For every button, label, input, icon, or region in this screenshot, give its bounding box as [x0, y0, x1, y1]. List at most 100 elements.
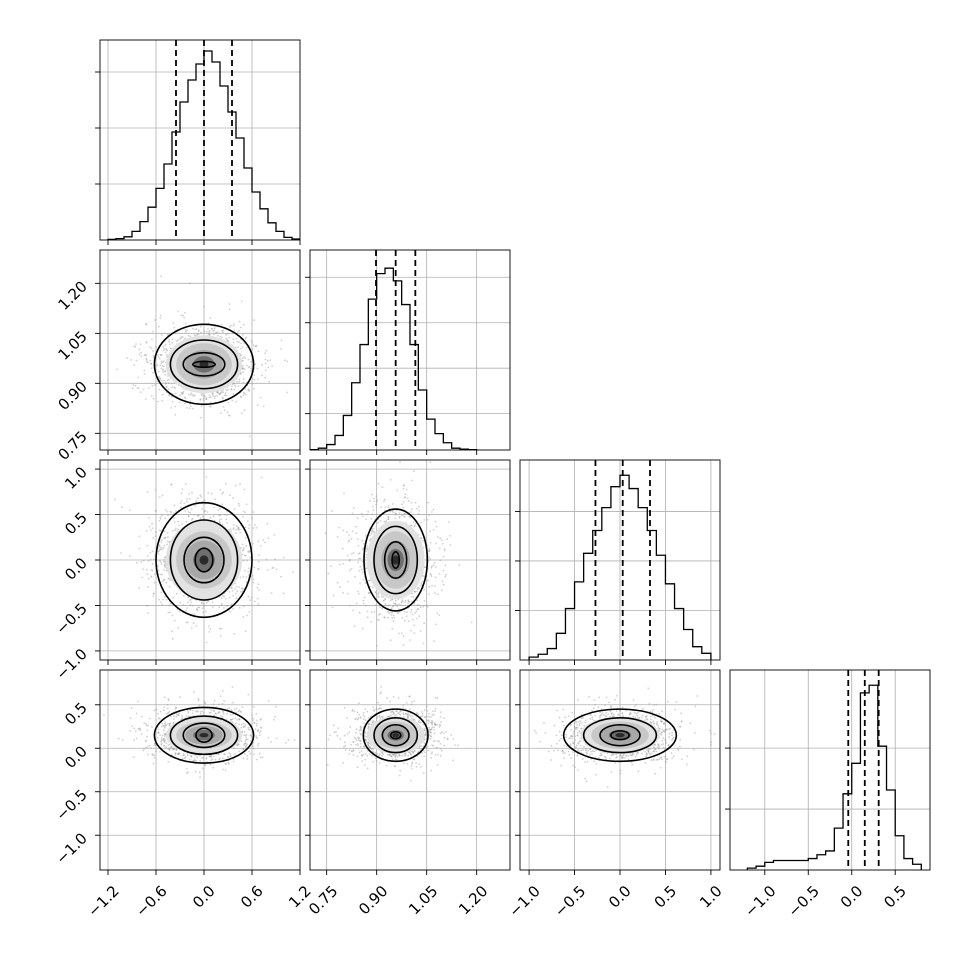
- sample-point: [238, 719, 241, 721]
- sample-point: [227, 761, 230, 764]
- sample-point: [179, 394, 181, 397]
- sample-point: [432, 508, 435, 511]
- sample-point: [426, 605, 429, 608]
- sample-point: [153, 754, 156, 757]
- sample-point: [245, 580, 248, 583]
- sample-point: [201, 756, 204, 759]
- sample-point: [407, 500, 410, 502]
- sample-point: [265, 558, 268, 561]
- sample-point: [264, 362, 267, 365]
- sample-point: [197, 606, 200, 609]
- sample-point: [237, 502, 240, 505]
- sample-point: [213, 327, 216, 330]
- sample-point: [154, 535, 157, 537]
- sample-point: [147, 585, 150, 588]
- sample-point: [418, 615, 421, 618]
- sample-point: [160, 360, 163, 363]
- sample-point: [188, 407, 191, 410]
- sample-point: [196, 710, 198, 712]
- density-fill: [199, 733, 209, 738]
- sample-point: [213, 506, 216, 509]
- sample-point: [270, 592, 273, 594]
- sample-point: [387, 515, 389, 518]
- sample-point: [201, 508, 204, 510]
- sample-point: [170, 511, 172, 514]
- sample-point: [184, 397, 187, 399]
- sample-point: [146, 360, 148, 363]
- sample-point: [357, 590, 359, 593]
- sample-point: [398, 603, 400, 605]
- sample-point: [408, 515, 411, 518]
- sample-point: [183, 757, 186, 760]
- sample-point: [430, 566, 433, 569]
- histogram-panel-1: [305, 249, 511, 451]
- sample-point: [391, 605, 394, 608]
- sample-point: [402, 515, 405, 518]
- sample-point: [189, 335, 192, 338]
- sample-point: [212, 766, 215, 769]
- sample-point: [163, 733, 166, 736]
- sample-point: [434, 592, 436, 594]
- sample-point: [377, 521, 379, 524]
- sample-point: [158, 519, 161, 522]
- sample-point: [182, 754, 185, 757]
- sample-point: [242, 371, 245, 374]
- sample-point: [159, 314, 162, 317]
- sample-point: [362, 753, 365, 756]
- sample-point: [383, 498, 386, 501]
- sample-point: [203, 510, 206, 513]
- sample-point: [409, 516, 411, 519]
- sample-point: [222, 757, 224, 760]
- sample-point: [372, 509, 375, 511]
- sample-point: [243, 392, 246, 394]
- sample-point: [383, 500, 385, 503]
- sample-point: [274, 558, 276, 561]
- sample-point: [449, 534, 452, 537]
- sample-point: [238, 341, 240, 344]
- sample-point: [446, 737, 449, 740]
- x-tick-label: 0.0: [189, 882, 219, 912]
- histogram-panel-3: [725, 669, 931, 871]
- sample-point: [256, 719, 258, 722]
- sample-point: [163, 379, 165, 382]
- sample-point: [245, 736, 247, 739]
- sample-point: [390, 599, 392, 602]
- sample-point: [161, 399, 164, 402]
- sample-point: [428, 556, 430, 558]
- sample-point: [414, 612, 416, 614]
- sample-point: [260, 726, 263, 729]
- sample-point: [204, 395, 207, 398]
- contour-line: [169, 715, 239, 756]
- sample-point: [367, 744, 370, 747]
- sample-point: [196, 333, 199, 336]
- sample-point: [181, 488, 184, 491]
- sample-point: [130, 359, 133, 361]
- sample-point: [232, 338, 235, 340]
- sample-point: [355, 602, 358, 605]
- sample-point: [165, 348, 168, 351]
- sample-point: [197, 330, 200, 332]
- sample-point: [154, 489, 157, 491]
- sample-point: [275, 568, 278, 571]
- sample-point: [133, 345, 136, 347]
- sample-point: [280, 348, 282, 350]
- sample-point: [187, 715, 190, 718]
- sample-point: [423, 622, 426, 625]
- sample-point: [244, 569, 246, 572]
- contour-line: [155, 501, 253, 619]
- sample-point: [157, 712, 159, 715]
- sample-point: [383, 616, 386, 619]
- sample-point: [233, 633, 236, 635]
- sample-point: [389, 753, 391, 756]
- sample-point: [164, 373, 167, 376]
- sample-point: [375, 495, 378, 498]
- sample-point: [216, 331, 219, 334]
- sample-point: [432, 745, 435, 747]
- sample-point: [178, 524, 180, 527]
- sample-point: [377, 592, 380, 594]
- sample-point: [223, 595, 226, 598]
- sample-point: [435, 566, 437, 568]
- sample-point: [352, 741, 355, 743]
- sample-point: [220, 336, 223, 339]
- sample-point: [159, 548, 162, 551]
